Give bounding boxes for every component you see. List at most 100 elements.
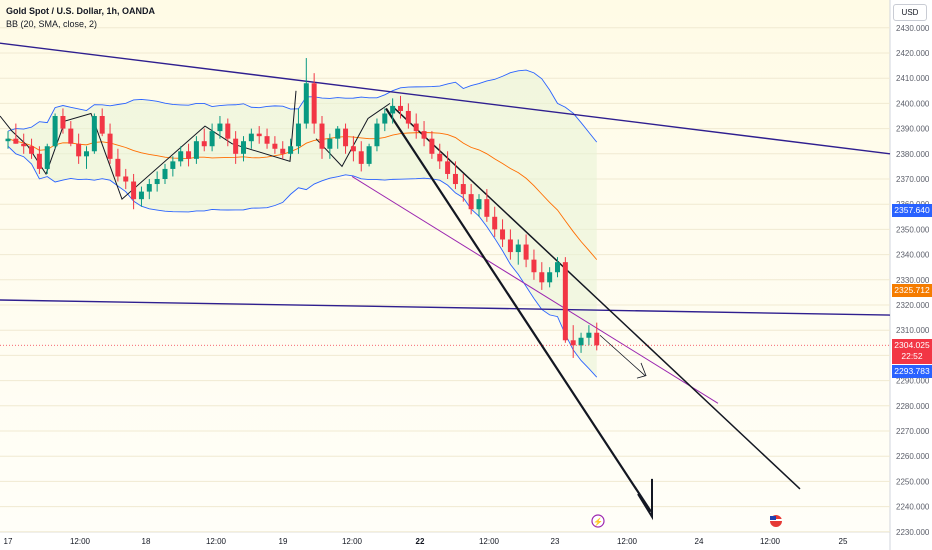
candle-body [36,153,42,169]
candle-body [562,262,568,341]
time-tick-label: 12:00 [617,537,638,546]
price-tick-label: 2350.000 [896,225,930,234]
candle-body [52,116,58,147]
price-tick-label: 2320.000 [896,301,930,310]
channel-lower-arrow [385,107,652,513]
price-tick-label: 2410.000 [896,74,930,83]
candle-body [452,173,458,185]
candle-body [99,116,105,134]
candle-body [225,123,231,139]
upper-trendline [0,42,891,155]
time-tick-label: 12:00 [760,537,781,546]
candle-body [13,138,19,144]
candle-body [327,138,333,149]
candle-body [303,83,309,124]
price-label: 2293.783 [892,364,932,378]
candle-body [594,332,600,346]
price-tick-label: 2310.000 [896,326,930,335]
price-tick-label: 2420.000 [896,49,930,58]
time-tick-label: 12:00 [342,537,363,546]
candle-body [123,176,129,182]
candle-body [154,179,160,185]
candle-body [131,181,137,200]
candle-body [429,138,435,154]
time-tick-label: 18 [142,537,151,546]
candle-body [138,191,144,200]
candle-body [523,244,529,260]
candle-body [445,161,451,174]
candle-countdown: 22:52 [901,350,923,361]
candle-body [178,151,184,162]
candle-body [492,216,498,230]
time-tick-label: 22 [416,537,425,546]
candle-body [437,153,443,162]
bollinger-upper-band [7,69,598,143]
candle-body [288,146,294,154]
time-tick-label: 19 [279,537,288,546]
candle-body [170,161,176,169]
candle-body [209,131,215,147]
event-flash-icon: ⚡ [593,517,603,527]
candle-body [162,168,168,179]
candle-body [539,272,545,283]
candle-body [201,141,207,147]
candle-body [241,141,246,154]
candle-body [256,133,262,137]
bollinger-fill [8,70,597,378]
price-tick-label: 2340.000 [896,251,930,260]
candle-body [500,229,506,240]
candle-body [319,123,325,149]
candle-body [44,146,50,169]
candle-body [91,116,97,152]
price-label: 2325.712 [892,284,932,298]
candle-body [21,143,27,147]
candle-body [468,194,474,210]
indicator-legend[interactable]: BB (20, SMA, close, 2) [6,19,98,29]
candle-body [507,239,513,253]
candle-body [390,105,396,114]
candle-body [115,158,121,177]
candle-body [68,128,74,144]
arrow-head [637,478,653,521]
time-tick-label: 23 [551,537,560,546]
candle-body [29,146,35,154]
candle-body [476,199,482,210]
price-axis-panel [890,0,932,550]
candle-body [60,116,66,129]
candle-body [586,332,592,338]
price-tick-label: 2250.000 [896,477,930,486]
time-tick-label: 25 [839,537,848,546]
symbol-title: Gold Spot / U.S. Dollar, 1h, OANDA [6,6,156,16]
candle-body [264,136,270,144]
bollinger-basis [7,132,598,260]
price-tick-label: 2400.000 [896,99,930,108]
price-tick-label: 2380.000 [896,150,930,159]
zigzag-pattern [0,90,297,201]
projection-arrow [599,334,646,376]
candle-body [484,199,490,217]
candle-body [186,151,192,159]
candle-body [405,110,411,124]
candle-body [570,340,576,346]
event-flash-icon [591,514,605,528]
candle-body [531,259,537,273]
candle-body [335,128,341,139]
candle-body [217,123,223,132]
candle-body [295,123,301,147]
candle-body [398,105,403,111]
candle-body [374,123,380,147]
candle-body [382,113,388,124]
candle-body [248,133,254,142]
price-tick-label: 2430.000 [896,24,930,33]
candle-body [578,337,584,346]
candle-body [146,184,152,192]
price-label: 2304.025 22:52 [892,338,932,364]
time-tick-label: 24 [695,537,704,546]
candle-body [515,244,521,253]
lower-trendline [0,299,891,316]
currency-button[interactable]: USD [893,4,927,21]
candle-body [547,272,553,283]
zigzag-pattern [315,102,391,168]
time-tick-label: 17 [4,537,13,546]
